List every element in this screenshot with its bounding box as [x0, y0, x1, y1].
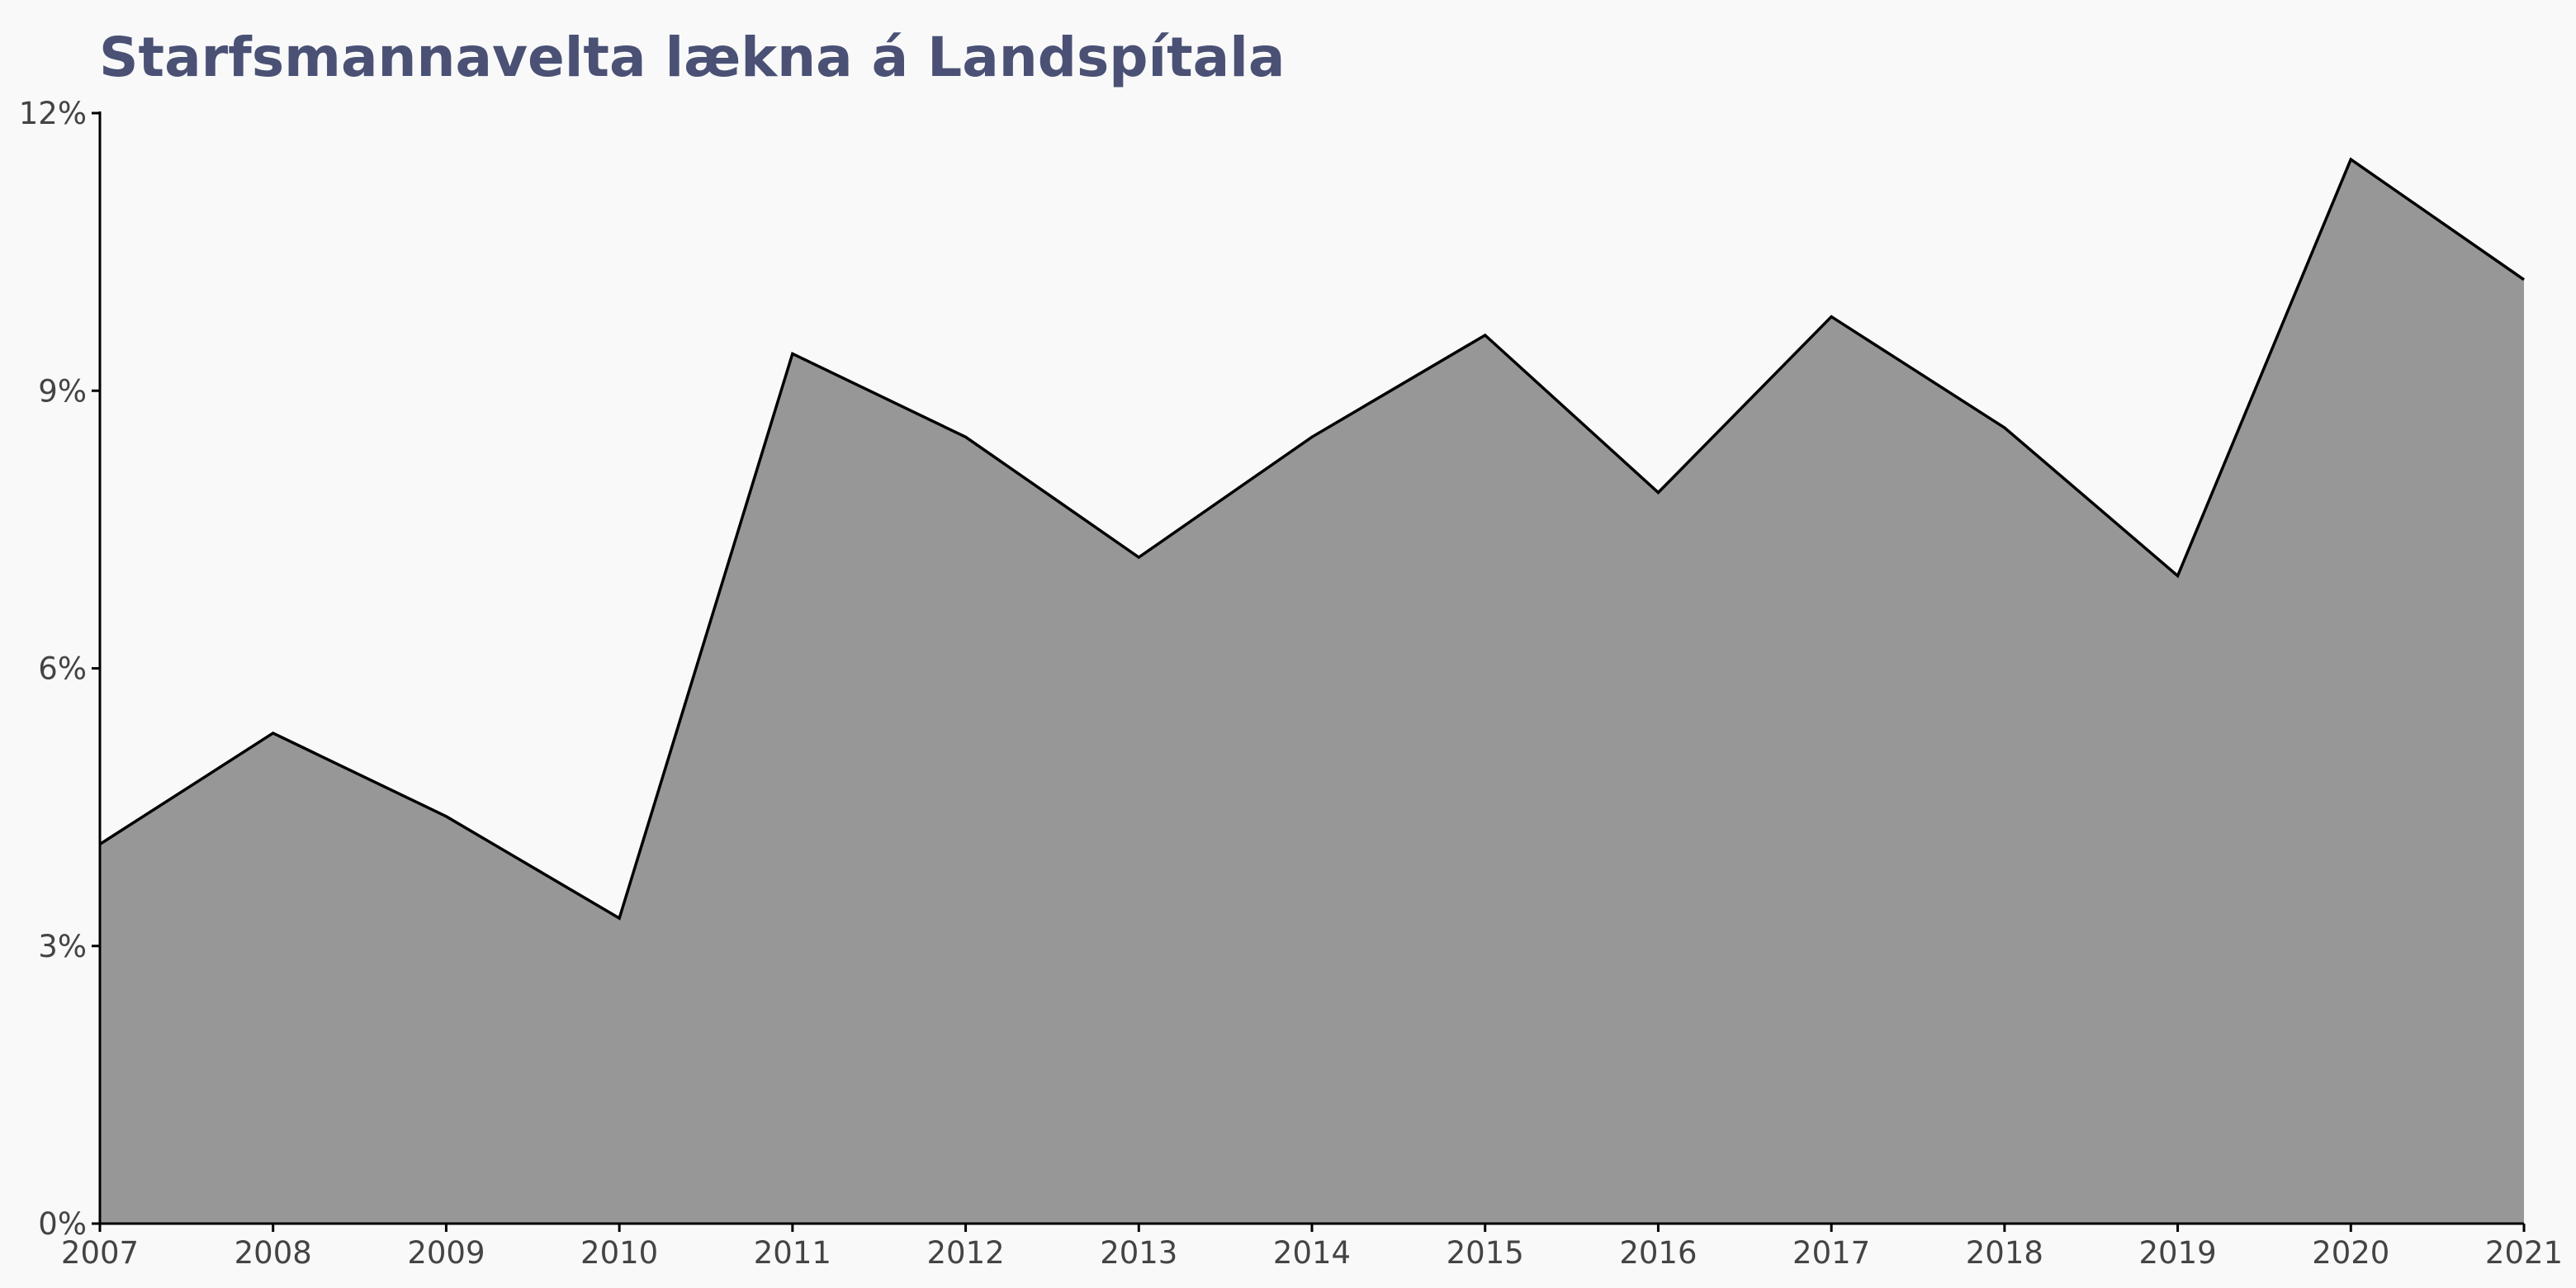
x-tick-label: 2007 — [61, 1235, 139, 1271]
series-line — [99, 157, 2525, 921]
y-tick-label: 12% — [19, 96, 87, 131]
area-fill — [100, 159, 2524, 1224]
y-tick-label: 9% — [38, 373, 87, 409]
x-tick-label: 2015 — [1447, 1235, 1524, 1271]
x-tick-label: 2008 — [234, 1235, 312, 1271]
axis-layer: 0% 3% 6% 9% 12% 2007 2008 2009 2010 2011 2012 2013 2… — [19, 96, 2563, 1271]
x-tick-label: 2020 — [2312, 1235, 2389, 1271]
x-tick-label: 2018 — [1966, 1235, 2043, 1271]
x-tick-label: 2016 — [1619, 1235, 1697, 1271]
y-tick-label: 6% — [38, 651, 87, 687]
x-tick-label: 2014 — [1273, 1235, 1351, 1271]
y-tick-label: 0% — [38, 1206, 87, 1242]
x-tick-label: 2021 — [2485, 1235, 2563, 1271]
area-layer — [99, 157, 2525, 1224]
x-tick-label: 2012 — [926, 1235, 1004, 1271]
x-tick-label: 2010 — [580, 1235, 658, 1271]
x-tick-label: 2009 — [407, 1235, 485, 1271]
y-tick-label: 3% — [38, 929, 87, 964]
x-tick-label: 2017 — [1792, 1235, 1870, 1271]
chart-title: Starfsmannavelta lækna á Landspítala — [99, 26, 1286, 89]
x-tick-label: 2019 — [2138, 1235, 2216, 1271]
x-tick-label: 2013 — [1100, 1235, 1177, 1271]
x-tick-label: 2011 — [754, 1235, 831, 1271]
